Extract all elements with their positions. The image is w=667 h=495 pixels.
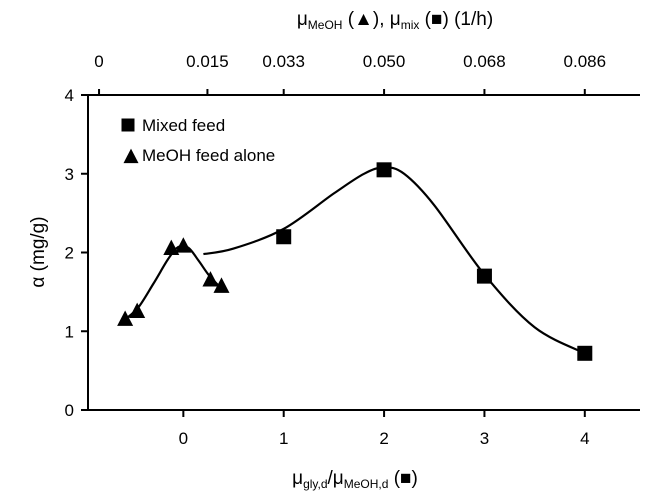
x2-tick-label: 0.068 — [463, 52, 506, 71]
legend: Mixed feed MeOH feed alone — [121, 116, 275, 165]
x2-tick-label: 0.050 — [363, 52, 406, 71]
axes — [81, 89, 640, 417]
x-axis-label: μgly,d/μMeOH,d (■) — [292, 468, 418, 491]
x-tick-label: 4 — [580, 429, 589, 448]
x-tick-label: 1 — [279, 429, 288, 448]
data-markers — [117, 162, 593, 361]
legend-triangle-marker — [123, 148, 139, 164]
meoh-feed-marker — [175, 237, 192, 253]
mixed-feed-marker — [476, 268, 492, 284]
y-tick-label: 0 — [65, 401, 74, 420]
y-tick-label: 2 — [65, 244, 74, 263]
meoh-feed-marker — [202, 271, 219, 287]
x2-tick-label: 0 — [94, 52, 103, 71]
legend-label-meoh-feed: MeOH feed alone — [142, 146, 275, 165]
x2-tick-label: 0.033 — [262, 52, 305, 71]
meoh-feed-marker — [163, 239, 180, 256]
mixed-feed-marker — [376, 162, 392, 178]
x2-axis-label: μMeOH (▲), μmix (■) (1/h) — [297, 9, 493, 32]
y-tick-label: 1 — [65, 322, 74, 341]
mixed-feed-fit-curve — [203, 166, 586, 355]
meoh-feed-marker — [129, 302, 146, 319]
y-axis-label: α (mg/g) — [28, 216, 49, 287]
legend-label-mixed-feed: Mixed feed — [142, 116, 225, 135]
meoh-feed-marker — [117, 310, 134, 326]
x-tick-label: 0 — [179, 429, 188, 448]
legend-square-marker — [121, 118, 135, 132]
y-tick-label: 4 — [65, 86, 74, 105]
mixed-feed-marker — [276, 229, 292, 245]
x-tick-label: 2 — [379, 429, 388, 448]
x2-tick-label: 0.086 — [564, 52, 607, 71]
tick-labels: 0 1 2 3 4 0 1 2 3 4 0 0.015 0.033 0.050 0.068 0.086 — [65, 52, 607, 448]
mixed-feed-marker — [577, 345, 593, 361]
y-tick-label: 3 — [65, 165, 74, 184]
fit-curves — [124, 166, 586, 355]
x-tick-label: 3 — [480, 429, 489, 448]
meoh-feed-marker — [213, 277, 230, 293]
x2-tick-label: 0.015 — [186, 52, 229, 71]
